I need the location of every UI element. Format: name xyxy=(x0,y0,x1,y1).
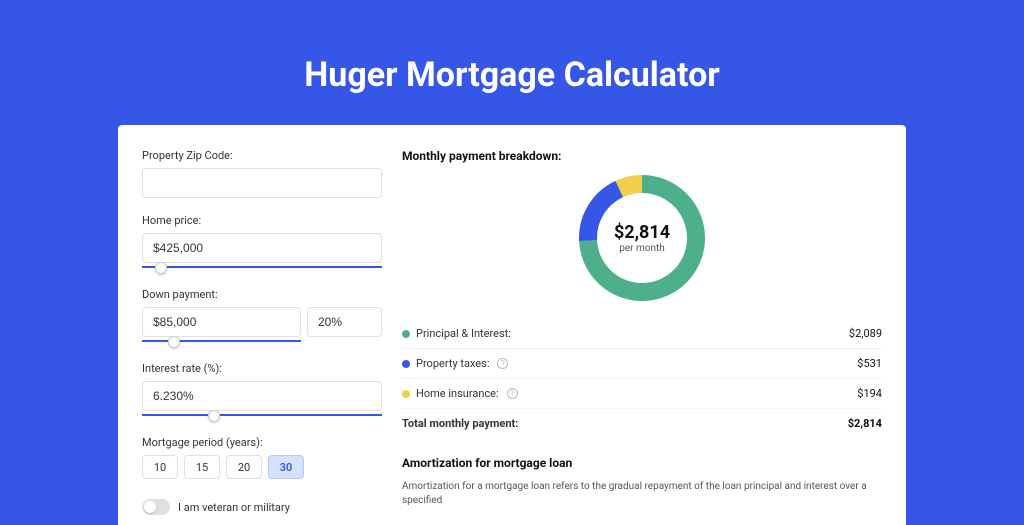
home-price-field-group: Home price: xyxy=(142,214,382,272)
legend-row: Property taxes:? $531 xyxy=(402,349,882,379)
donut-center-amount: $2,814 xyxy=(614,222,670,243)
legend-dot xyxy=(402,390,410,398)
down-payment-field-group: Down payment: xyxy=(142,288,382,346)
donut-chart: $2,814 per month xyxy=(579,175,705,301)
donut-chart-wrap: $2,814 per month xyxy=(402,175,882,301)
legend-row: Home insurance:? $194 xyxy=(402,379,882,409)
slider-track xyxy=(142,340,301,342)
info-icon[interactable]: ? xyxy=(497,358,508,369)
zip-label: Property Zip Code: xyxy=(142,149,382,162)
legend-label: Property taxes: xyxy=(416,357,489,370)
legend-value: $531 xyxy=(857,357,882,370)
mortgage-period-option-30[interactable]: 30 xyxy=(268,455,304,479)
legend-label: Home insurance: xyxy=(416,387,499,400)
legend-label: Principal & Interest: xyxy=(416,327,511,340)
info-icon[interactable]: ? xyxy=(507,388,518,399)
total-row: Total monthly payment: $2,814 xyxy=(402,409,882,438)
mortgage-period-options: 10152030 xyxy=(142,455,382,479)
interest-rate-slider[interactable] xyxy=(142,410,382,420)
mortgage-period-label: Mortgage period (years): xyxy=(142,436,382,449)
calculator-card: Property Zip Code: Home price: Down paym… xyxy=(118,125,906,525)
zip-input[interactable] xyxy=(142,168,382,198)
mortgage-period-option-10[interactable]: 10 xyxy=(142,455,178,479)
down-payment-inputs xyxy=(142,307,382,337)
legend-value: $194 xyxy=(857,387,882,400)
down-payment-percent-input[interactable] xyxy=(307,307,382,337)
total-label: Total monthly payment: xyxy=(402,417,518,430)
slider-thumb[interactable] xyxy=(208,410,220,422)
veteran-toggle[interactable] xyxy=(142,499,170,515)
form-column: Property Zip Code: Home price: Down paym… xyxy=(142,149,382,525)
home-price-slider[interactable] xyxy=(142,262,382,272)
legend-dot xyxy=(402,360,410,368)
breakdown-column: Monthly payment breakdown: $2,814 per mo… xyxy=(402,149,882,525)
interest-rate-field-group: Interest rate (%): xyxy=(142,362,382,420)
page-title: Huger Mortgage Calculator xyxy=(0,0,1024,125)
legend: Principal & Interest: $2,089 Property taxe… xyxy=(402,319,882,409)
mortgage-period-option-15[interactable]: 15 xyxy=(184,455,220,479)
interest-rate-input[interactable] xyxy=(142,381,382,411)
down-payment-amount-input[interactable] xyxy=(142,307,301,337)
donut-center: $2,814 per month xyxy=(579,175,705,301)
amortization-title: Amortization for mortgage loan xyxy=(402,456,882,470)
down-payment-label: Down payment: xyxy=(142,288,382,301)
veteran-toggle-row: I am veteran or military xyxy=(142,499,382,515)
slider-track xyxy=(142,266,382,268)
amortization-text: Amortization for a mortgage loan refers … xyxy=(402,480,882,508)
total-value: $2,814 xyxy=(848,417,882,430)
slider-thumb[interactable] xyxy=(168,336,180,348)
mortgage-period-field-group: Mortgage period (years): 10152030 xyxy=(142,436,382,479)
slider-thumb[interactable] xyxy=(155,262,167,274)
legend-value: $2,089 xyxy=(849,327,882,340)
interest-rate-label: Interest rate (%): xyxy=(142,362,382,375)
legend-dot xyxy=(402,330,410,338)
donut-center-sub: per month xyxy=(619,243,665,254)
mortgage-period-option-20[interactable]: 20 xyxy=(226,455,262,479)
down-payment-slider[interactable] xyxy=(142,336,301,346)
zip-field-group: Property Zip Code: xyxy=(142,149,382,198)
home-price-label: Home price: xyxy=(142,214,382,227)
breakdown-title: Monthly payment breakdown: xyxy=(402,149,882,163)
home-price-input[interactable] xyxy=(142,233,382,263)
legend-row: Principal & Interest: $2,089 xyxy=(402,319,882,349)
slider-track xyxy=(142,414,382,416)
